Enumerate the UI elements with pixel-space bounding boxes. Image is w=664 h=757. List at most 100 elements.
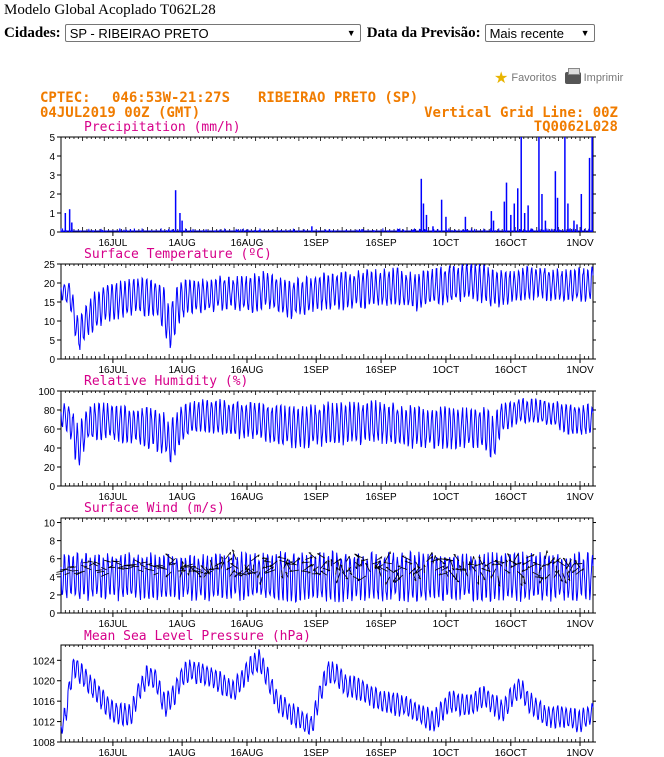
y-tick-label: 1 <box>49 209 55 220</box>
wind-vector <box>82 561 90 564</box>
wind-vector <box>104 559 111 563</box>
wind-vector <box>568 563 574 574</box>
wind-vector <box>365 563 371 573</box>
wind-vector <box>430 558 439 563</box>
wind-vector-head <box>563 557 566 560</box>
wind-vector <box>67 565 75 568</box>
x-tick-label: 1OCT <box>433 238 460 249</box>
wind-vector <box>262 564 274 569</box>
x-tick-label: 1OCT <box>433 748 460 757</box>
wind-vector-head <box>200 565 204 567</box>
wind-vector <box>208 567 219 571</box>
wind-vector <box>191 568 200 575</box>
wind-vector <box>248 571 258 575</box>
panel-3: Surface Wind (m/s) 0 2 4 6 8 10 16JUL 1AUG 16AUG 1… <box>44 501 596 630</box>
wind-vector <box>357 575 367 582</box>
wind-vector-head <box>454 577 457 580</box>
wind-vector-head <box>477 582 480 585</box>
y-tick-label: 4 <box>49 152 55 163</box>
wind-vector <box>101 572 109 577</box>
panel-2: Relative Humidity (%) 0 20 40 60 80 100 16JUL 1A… <box>38 374 596 503</box>
wind-vector-head <box>248 571 251 575</box>
wind-vector <box>434 565 445 571</box>
wind-vector <box>507 553 512 561</box>
y-tick-label: 2 <box>49 591 55 602</box>
wind-vector-head <box>374 566 377 569</box>
wind-vector <box>383 562 392 565</box>
wind-vector <box>378 567 382 577</box>
wind-vector-head <box>365 562 368 565</box>
wind-vector <box>305 556 313 561</box>
wind-vector <box>165 553 174 561</box>
wind-vector <box>393 572 399 583</box>
x-tick-label: 1NOV <box>566 748 594 757</box>
wind-vector <box>464 568 468 577</box>
panel-title: Precipitation (mm/h) <box>84 120 241 135</box>
panel-title: Surface Temperature (ºC) <box>84 247 272 262</box>
x-tick-label: 16OCT <box>495 492 527 503</box>
wind-vector <box>234 569 243 578</box>
wind-vector-head <box>383 561 387 563</box>
wind-vector-head <box>469 561 472 564</box>
wind-vector-head <box>208 568 212 571</box>
imprimir-link[interactable]: Imprimir <box>583 72 624 84</box>
wind-vector-head <box>544 576 547 580</box>
wind-vector <box>413 574 417 582</box>
wind-vector <box>397 565 408 570</box>
wind-vector <box>333 558 341 565</box>
wind-vector <box>226 566 233 571</box>
wind-vector <box>125 567 133 570</box>
wind-vector <box>244 564 250 575</box>
wind-vector-head <box>413 579 417 582</box>
wind-vector <box>385 551 391 562</box>
x-tick-label: 16OCT <box>495 238 527 249</box>
wind-vector-head <box>182 561 184 564</box>
panel-title: Relative Humidity (%) <box>84 374 248 389</box>
wind-vector-head <box>491 563 495 566</box>
x-tick-label: 16JUL <box>98 619 127 630</box>
wind-vector <box>336 572 341 584</box>
header-model: TQ0062L028 <box>534 119 618 135</box>
wind-vector <box>346 555 350 562</box>
y-tick-label: 1012 <box>33 718 56 729</box>
wind-vector <box>415 561 420 569</box>
wind-vector-head <box>418 577 421 580</box>
y-tick-label: 6 <box>49 555 55 566</box>
x-tick-label: 16JUL <box>98 748 127 757</box>
wind-vector-head <box>423 564 426 568</box>
wind-vector <box>354 561 361 567</box>
chevron-down-icon: ▼ <box>346 28 356 38</box>
wind-vector <box>544 574 551 580</box>
wind-vector <box>289 561 297 566</box>
city-select[interactable]: SP - RIBEIRAO PRETO ▼ <box>64 24 361 42</box>
wind-vector-head <box>445 559 449 562</box>
wind-vector <box>437 557 446 565</box>
x-tick-label: 1AUG <box>168 492 195 503</box>
wind-vector-head <box>434 555 437 558</box>
x-tick-label: 1AUG <box>168 238 195 249</box>
wind-vector-head <box>336 567 338 570</box>
wind-vector-head <box>484 564 487 567</box>
wind-vector <box>194 570 204 573</box>
wind-vector <box>84 566 92 570</box>
date-select[interactable]: Mais recente ▼ <box>484 24 595 42</box>
wind-vector-head <box>234 574 237 578</box>
wind-vector-head <box>445 570 448 573</box>
wind-vector <box>493 560 505 563</box>
printer-icon[interactable] <box>564 68 581 84</box>
wind-vector <box>230 563 239 569</box>
wind-vector-head <box>394 580 397 583</box>
wind-vector-head <box>527 565 530 569</box>
x-tick-label: 16SEP <box>365 238 396 249</box>
wind-vector <box>556 559 566 567</box>
wind-vector <box>177 569 186 572</box>
wind-vector <box>169 562 176 566</box>
wind-vector-head <box>474 564 477 567</box>
y-tick-label: 1008 <box>33 738 56 749</box>
y-tick-label: 10 <box>44 317 56 328</box>
star-icon[interactable]: ★ <box>494 70 509 87</box>
wind-vector <box>320 560 327 569</box>
wind-vector <box>438 572 447 576</box>
wind-vector-head <box>339 558 342 562</box>
favoritos-link[interactable]: Favoritos <box>511 72 557 84</box>
